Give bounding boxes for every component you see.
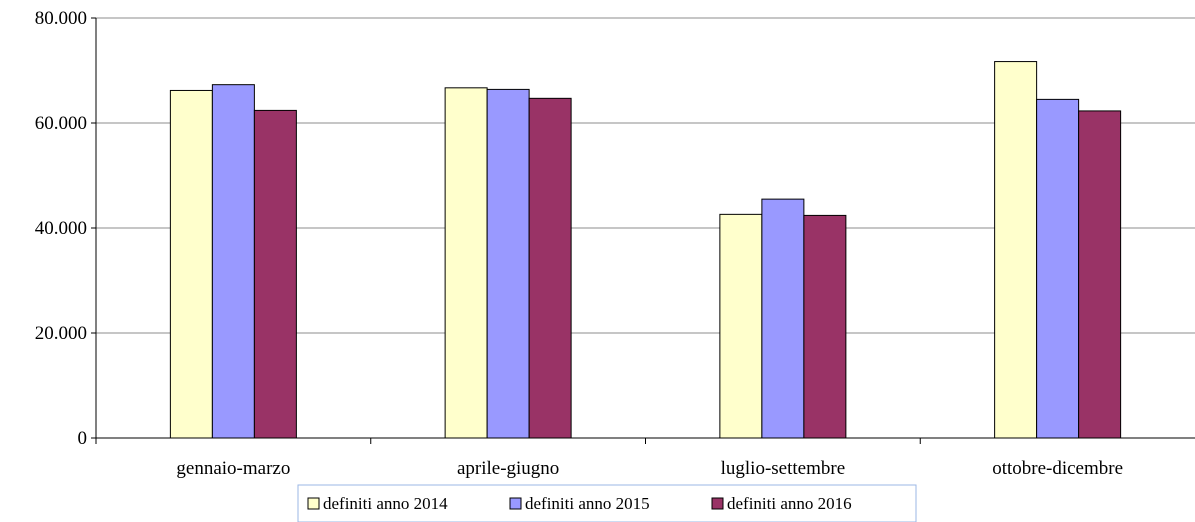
bar <box>803 214 847 439</box>
y-tick-label: 20.000 <box>35 323 87 344</box>
bar <box>994 61 1038 439</box>
category-label: gennaio-marzo <box>176 458 290 479</box>
legend-label: definiti anno 2015 <box>525 494 650 513</box>
bar <box>169 89 213 439</box>
bar <box>719 213 763 439</box>
legend-box <box>297 484 917 522</box>
bar <box>761 198 805 439</box>
y-tick-label: 60.000 <box>35 113 87 134</box>
category-label: ottobre-dicembre <box>992 458 1123 479</box>
category-labels: gennaio-marzo aprile-giugno luglio-settemb… <box>176 458 1123 479</box>
bar <box>1078 110 1122 439</box>
legend-swatch <box>307 497 320 510</box>
bars <box>169 61 1122 439</box>
legend-swatch <box>711 497 724 510</box>
bar <box>253 109 297 439</box>
x-tick-marks <box>95 438 921 444</box>
legend-swatch <box>509 497 522 510</box>
category-label: luglio-settembre <box>721 458 846 479</box>
legend-label: definiti anno 2014 <box>323 494 448 513</box>
y-tick-label: 0 <box>78 428 88 449</box>
bar <box>528 97 572 439</box>
bar <box>1036 98 1080 439</box>
y-tick-label: 80.000 <box>35 8 87 29</box>
y-tick-label: 40.000 <box>35 218 87 239</box>
bar <box>444 87 488 439</box>
y-tick-labels: 0 20.000 40.000 60.000 80.000 <box>35 8 96 449</box>
category-label: aprile-giugno <box>457 458 559 479</box>
bar <box>211 84 255 439</box>
bar <box>486 88 530 439</box>
legend-label: definiti anno 2016 <box>727 494 852 513</box>
legend: definiti anno 2014 definiti anno 2015 defi… <box>297 484 917 522</box>
